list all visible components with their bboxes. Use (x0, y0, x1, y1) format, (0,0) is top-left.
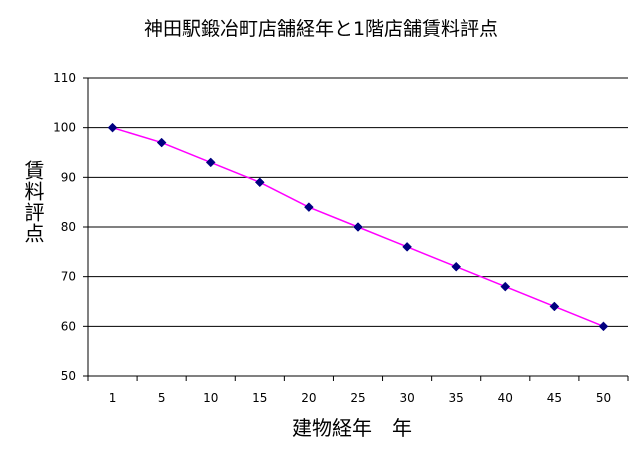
data-point (254, 177, 265, 188)
y-tick-label: 80 (61, 220, 76, 234)
x-tick-label: 40 (498, 391, 513, 405)
data-point (451, 261, 462, 272)
chart-title: 神田駅鍛冶町店舗経年と1階店舗賃料評点 (143, 18, 499, 40)
x-tick-label: 50 (596, 391, 611, 405)
x-tick-label: 1 (109, 391, 117, 405)
y-tick-label: 70 (61, 270, 76, 284)
data-point (304, 202, 314, 212)
y-tick-label: 50 (61, 369, 76, 383)
x-tick-label: 25 (350, 391, 365, 405)
data-point (549, 301, 560, 312)
data-point (156, 137, 167, 148)
y-axis-label: 賃料評点 (21, 160, 45, 244)
data-point (205, 157, 216, 168)
x-tick-label: 5 (158, 391, 166, 405)
data-point (107, 122, 118, 133)
x-tick-label: 45 (547, 391, 562, 405)
x-axis-label: 建物経年 年 (292, 416, 412, 440)
y-tick-label: 110 (53, 71, 76, 85)
x-tick-label: 20 (301, 391, 316, 405)
data-point (402, 242, 412, 252)
y-tick-label: 60 (61, 319, 76, 333)
x-tick-label: 15 (252, 391, 267, 405)
x-tick-label: 10 (203, 391, 218, 405)
y-tick-label: 90 (61, 170, 76, 184)
data-point (353, 222, 363, 232)
x-tick-label: 35 (449, 391, 464, 405)
data-point (500, 281, 511, 292)
data-point (598, 321, 609, 332)
x-tick-label: 30 (399, 391, 414, 405)
y-tick-label: 100 (53, 121, 76, 135)
